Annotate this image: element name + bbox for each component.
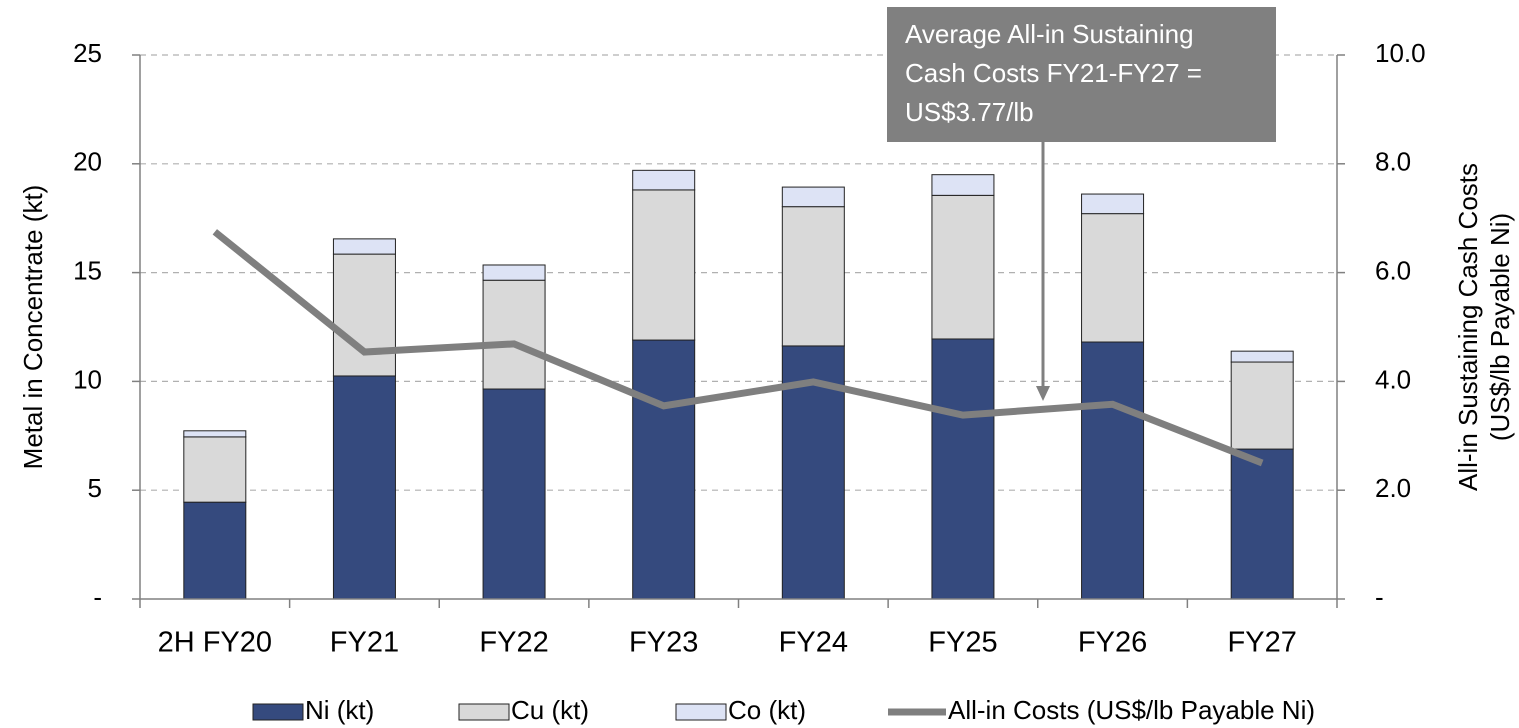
bar-segment (183, 501, 247, 600)
y-tick-label: 15 (73, 255, 102, 285)
y2-tick-label: 4.0 (1375, 364, 1411, 394)
y2-tick-label: 2.0 (1375, 473, 1411, 503)
y2-axis-label: (US$/lb Payable Ni) (1485, 213, 1515, 441)
legend-label: Cu (kt) (511, 695, 589, 725)
bar-segment (1230, 350, 1294, 363)
legend-swatch (458, 703, 510, 721)
x-tick-label: FY23 (629, 627, 698, 659)
y-tick-label: - (93, 582, 102, 612)
bar-segment (781, 206, 845, 347)
bar-segment (482, 264, 546, 281)
y-tick-label: 25 (73, 38, 102, 68)
bar-segment (1081, 341, 1145, 600)
legend-swatch (675, 703, 727, 721)
x-tick-label: FY26 (1078, 627, 1147, 659)
bar-segment (332, 375, 396, 600)
y2-tick-label: 10.0 (1375, 38, 1426, 68)
legend-label: Ni (kt) (305, 695, 374, 725)
bar-segment (781, 186, 845, 208)
bar-segment (931, 194, 995, 340)
y-tick-label: 20 (73, 147, 102, 177)
y2-tick-label: - (1375, 582, 1384, 612)
bar-segment (1230, 361, 1294, 450)
legend-swatch (252, 703, 304, 721)
x-tick-label: 2H FY20 (158, 627, 272, 659)
bar-segment (1081, 213, 1145, 343)
annotation: Cash Costs FY21-FY27 = (905, 58, 1202, 88)
bar-segment (482, 388, 546, 600)
x-tick-label: FY27 (1228, 627, 1297, 659)
legend-label: All-in Costs (US$/lb Payable Ni) (948, 695, 1315, 725)
annotation: Average All-in Sustaining (905, 19, 1194, 49)
y2-axis-label: All-in Sustaining Cash Costs (1453, 163, 1483, 491)
bar-segment (332, 238, 396, 255)
annotation-box (887, 7, 1276, 142)
bar-segment (183, 430, 247, 438)
legend-label: Co (kt) (728, 695, 806, 725)
y2-tick-label: 6.0 (1375, 255, 1411, 285)
bar-segment (632, 189, 696, 341)
y2-tick-label: 8.0 (1375, 147, 1411, 177)
bar-segment (183, 436, 247, 503)
bar-segment (1081, 193, 1145, 215)
bar-segment (931, 174, 995, 196)
x-tick-label: FY22 (479, 627, 548, 659)
x-tick-label: FY24 (779, 627, 848, 659)
y-tick-label: 10 (73, 364, 102, 394)
y-tick-label: 5 (88, 473, 102, 503)
annotation-arrowhead (1036, 386, 1050, 401)
bar-segment (931, 338, 995, 600)
annotation: US$3.77/lb (905, 97, 1034, 127)
bar-segment (632, 169, 696, 191)
x-tick-label: FY21 (330, 627, 399, 659)
bar-segment (1230, 448, 1294, 600)
x-tick-label: FY25 (928, 627, 997, 659)
bar-segment (632, 339, 696, 600)
y-axis-label: Metal in Concentrate (kt) (18, 185, 48, 470)
bar-segment (482, 279, 546, 390)
bar-segment (332, 253, 396, 377)
line-series (212, 229, 1264, 467)
